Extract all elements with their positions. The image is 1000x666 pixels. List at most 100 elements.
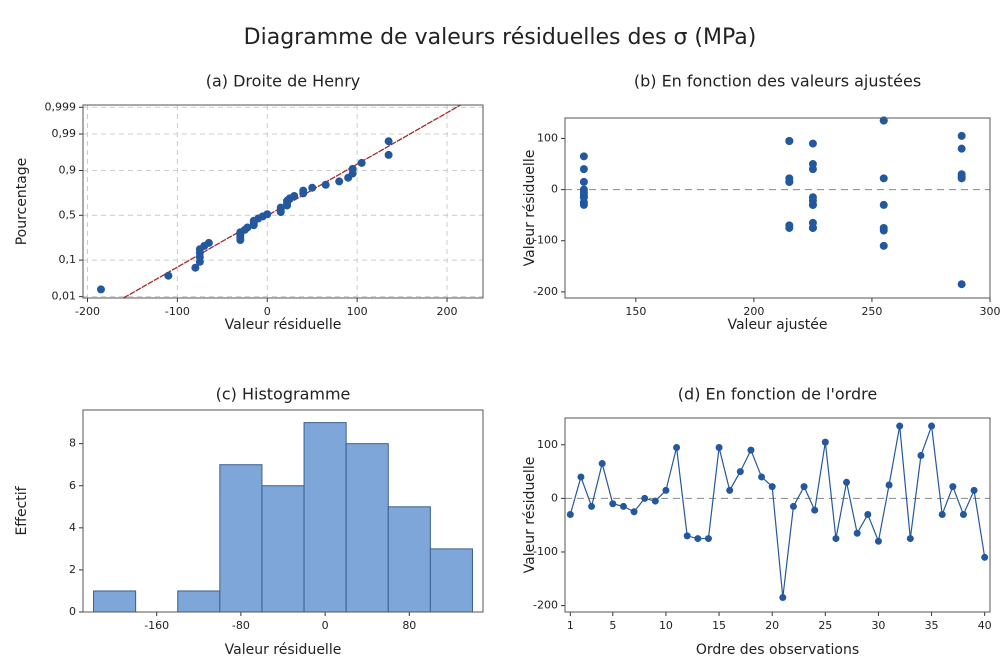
point	[808, 165, 817, 174]
x-tick-label: 20	[765, 619, 779, 632]
y-tick-label: 6	[69, 479, 76, 492]
point	[263, 210, 272, 219]
point	[970, 486, 978, 494]
x-tick-label: -100	[165, 305, 190, 318]
point	[715, 443, 723, 451]
point	[299, 186, 308, 195]
y-tick-label: 0,9	[59, 164, 77, 177]
x-tick-label: 10	[659, 619, 673, 632]
y-tick-label: 4	[69, 521, 76, 534]
main-title: Diagramme de valeurs résiduelles des σ (…	[244, 25, 757, 50]
x-tick-label: 25	[818, 619, 832, 632]
x-axis-label: Valeur ajustée	[727, 317, 827, 333]
point	[308, 183, 317, 192]
y-tick-label: 0,01	[52, 290, 77, 303]
point	[808, 139, 817, 148]
x-tick-label: 250	[861, 305, 882, 318]
x-tick-label: 1	[567, 619, 574, 632]
point	[949, 483, 957, 491]
point	[588, 502, 596, 510]
point	[879, 241, 888, 250]
y-tick-label: 0,99	[52, 127, 77, 140]
y-axis-label: Effectif	[14, 485, 30, 535]
y-tick-label: -100	[533, 234, 558, 247]
point	[726, 486, 734, 494]
point	[779, 594, 787, 602]
point	[957, 131, 966, 140]
point	[879, 116, 888, 125]
y-tick-label: 2	[69, 563, 76, 576]
point	[906, 535, 914, 543]
panel-title: (a) Droite de Henry	[206, 72, 361, 91]
point	[768, 483, 776, 491]
point	[321, 180, 330, 189]
x-tick-label: 150	[625, 305, 646, 318]
point	[758, 473, 766, 481]
y-tick-label: -200	[533, 285, 558, 298]
panel-title: (d) En fonction de l'ordre	[678, 385, 877, 404]
point	[694, 535, 702, 543]
plot-frame	[564, 117, 991, 299]
y-tick-label: 0,5	[59, 208, 77, 221]
point	[864, 510, 872, 518]
plot-frame	[82, 409, 484, 613]
point	[243, 223, 252, 232]
point	[579, 198, 588, 207]
y-tick-label: -100	[533, 545, 558, 558]
point	[641, 494, 649, 502]
panel-title: (b) En fonction des valeurs ajustées	[634, 72, 921, 91]
y-axis-label: Pourcentage	[14, 158, 30, 246]
point	[704, 535, 712, 543]
point	[896, 422, 904, 430]
x-tick-label: 15	[712, 619, 726, 632]
x-tick-label: -160	[144, 619, 169, 632]
bar	[219, 464, 263, 613]
x-tick-label: 80	[402, 619, 416, 632]
y-tick-label: 0,1	[59, 253, 77, 266]
point	[579, 188, 588, 197]
x-tick-label: 300	[980, 305, 1000, 318]
point	[191, 263, 200, 272]
plot-frame	[564, 417, 991, 613]
x-tick-label: 0	[322, 619, 329, 632]
point	[651, 497, 659, 505]
point	[577, 473, 585, 481]
point	[736, 468, 744, 476]
bar	[177, 590, 221, 613]
y-tick-label: 0	[551, 491, 558, 504]
point	[981, 553, 989, 561]
point	[619, 502, 627, 510]
y-tick-label: 8	[69, 437, 76, 450]
x-axis-label: Ordre des observations	[696, 642, 859, 658]
point	[879, 200, 888, 209]
x-axis-label: Valeur résiduelle	[225, 317, 342, 333]
x-tick-label: 40	[978, 619, 992, 632]
point	[821, 438, 829, 446]
point	[348, 164, 357, 173]
bar	[387, 506, 431, 613]
x-tick-label: -80	[232, 619, 250, 632]
point	[566, 510, 574, 518]
point	[747, 446, 755, 454]
bar	[303, 422, 347, 613]
point	[957, 280, 966, 289]
bar	[429, 548, 473, 613]
point	[579, 152, 588, 161]
point	[832, 535, 840, 543]
y-axis-label: Valeur résiduelle	[522, 150, 538, 267]
y-axis-label: Valeur résiduelle	[522, 457, 538, 574]
point	[785, 223, 794, 232]
x-tick-label: 30	[871, 619, 885, 632]
point	[598, 460, 606, 468]
point	[164, 271, 173, 280]
point	[96, 285, 105, 294]
point	[662, 486, 670, 494]
point	[959, 510, 967, 518]
point	[276, 203, 285, 212]
point	[885, 481, 893, 489]
plot-frame	[82, 104, 484, 299]
point	[609, 500, 617, 508]
x-tick-label: 200	[743, 305, 764, 318]
point	[874, 537, 882, 545]
point	[357, 158, 366, 167]
